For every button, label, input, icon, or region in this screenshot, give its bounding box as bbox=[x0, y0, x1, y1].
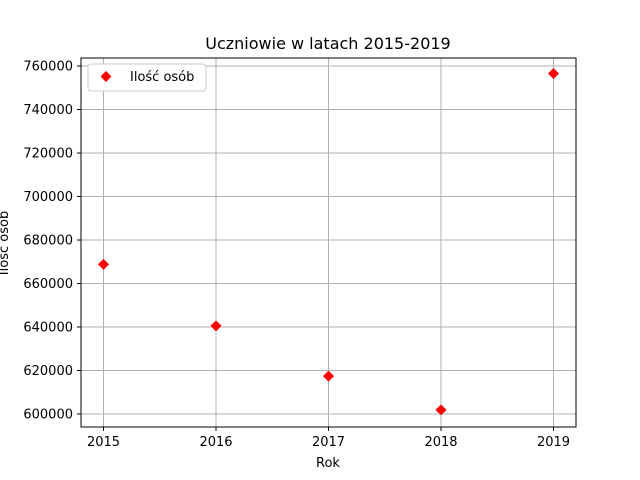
y-tick-label: 740000 bbox=[23, 103, 73, 118]
y-tick-label: 660000 bbox=[23, 277, 73, 292]
y-tick-label: 700000 bbox=[23, 190, 73, 205]
data-point bbox=[548, 67, 559, 79]
y-tick-label: 720000 bbox=[23, 147, 73, 162]
x-axis: 2015 2016 2017 2018 2019 bbox=[87, 427, 570, 450]
data-point bbox=[210, 320, 222, 332]
data-point bbox=[323, 370, 334, 382]
x-axis-label: Rok bbox=[316, 456, 340, 471]
legend-marker-diamond bbox=[100, 71, 112, 82]
y-tick-label: 620000 bbox=[23, 364, 73, 379]
data-point bbox=[98, 258, 109, 270]
x-tick-label: 2016 bbox=[199, 435, 232, 450]
x-tick-label: 2019 bbox=[537, 435, 570, 450]
legend: Ilość osób bbox=[87, 63, 207, 92]
x-tick-label: 2015 bbox=[87, 435, 120, 450]
x-tick-label: 2017 bbox=[312, 435, 345, 450]
legend-label: Ilość osób bbox=[130, 70, 194, 85]
y-tick-label: 680000 bbox=[23, 233, 73, 248]
x-tick-label: 2018 bbox=[424, 435, 457, 450]
y-tick-label: 760000 bbox=[23, 60, 73, 75]
y-axis: 600000 620000 640000 660000 680000 700000 7200… bbox=[23, 60, 81, 422]
legend-box bbox=[87, 63, 207, 92]
y-tick-label: 640000 bbox=[23, 320, 73, 335]
data-point bbox=[435, 404, 447, 416]
chart-title: Uczniowie w latach 2015-2019 bbox=[205, 34, 450, 53]
y-axis-label: Ilość osób bbox=[0, 211, 12, 275]
data-points bbox=[98, 67, 559, 416]
grid bbox=[81, 58, 576, 427]
y-tick-label: 600000 bbox=[23, 407, 73, 422]
